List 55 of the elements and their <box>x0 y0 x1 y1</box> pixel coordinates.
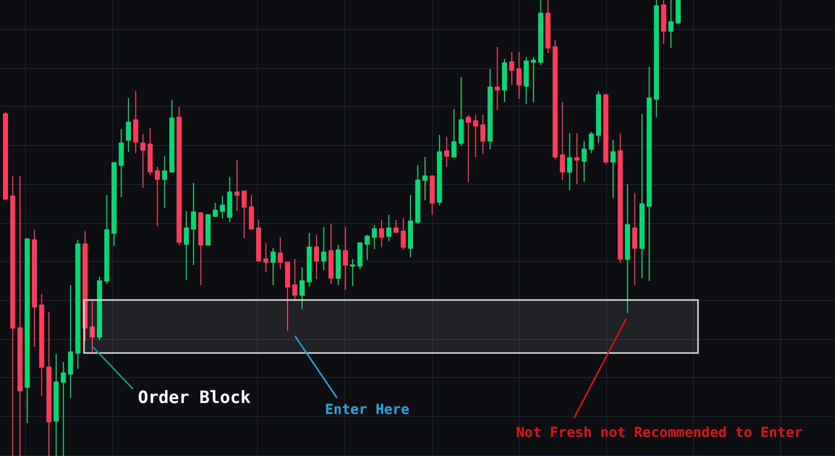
annotation: Enter Here <box>325 402 410 418</box>
candlestick <box>242 190 247 239</box>
candlestick <box>60 362 66 456</box>
candlestick <box>133 90 138 154</box>
candlestick <box>466 114 471 182</box>
candlestick <box>632 192 638 286</box>
candlestick <box>444 136 450 168</box>
candlestick <box>574 132 580 185</box>
candlestick <box>126 98 131 152</box>
candlestick <box>516 51 522 100</box>
candlestick <box>473 114 478 158</box>
candlestick <box>560 102 565 181</box>
candlestick <box>300 266 305 310</box>
candlestick <box>394 219 399 234</box>
candlestick <box>234 160 240 212</box>
candlestick <box>480 114 486 155</box>
candlestick <box>458 76 464 146</box>
candlestick <box>357 242 362 270</box>
candlestick <box>372 224 377 250</box>
candlestick <box>220 196 225 218</box>
candlestick <box>364 234 370 260</box>
candlestick <box>668 0 674 48</box>
candlestick <box>567 132 572 191</box>
candlestick <box>386 214 392 242</box>
candlestick <box>184 210 189 280</box>
candlestick <box>422 156 428 201</box>
candlestick <box>321 226 326 270</box>
candlestick <box>270 248 276 286</box>
candlestick <box>530 56 536 103</box>
candlestick <box>140 134 146 188</box>
band-label: Order Block <box>138 388 251 408</box>
candlestick <box>588 131 594 154</box>
candlestick <box>379 219 384 248</box>
candlestick <box>509 51 514 86</box>
candlestick <box>68 284 74 399</box>
candlestick <box>212 202 218 218</box>
candlestick <box>162 155 168 208</box>
candlestick <box>676 0 681 25</box>
candlestick <box>342 226 348 291</box>
candlestick <box>400 217 406 250</box>
candlestick <box>292 258 298 302</box>
candlestick <box>90 300 95 354</box>
candlestick <box>118 128 124 198</box>
candlestick <box>610 139 616 198</box>
candlestick <box>350 258 356 286</box>
candlestick <box>191 182 196 266</box>
candlestick <box>582 140 587 182</box>
candlestick <box>451 108 456 158</box>
candlestick <box>263 242 268 272</box>
candlestick <box>278 236 283 270</box>
candlestick <box>248 194 254 230</box>
candlestick <box>494 46 500 110</box>
annotation: Not Fresh not Recommended to Enter <box>516 425 803 441</box>
candlestick <box>314 234 319 280</box>
candlestick <box>154 166 160 227</box>
